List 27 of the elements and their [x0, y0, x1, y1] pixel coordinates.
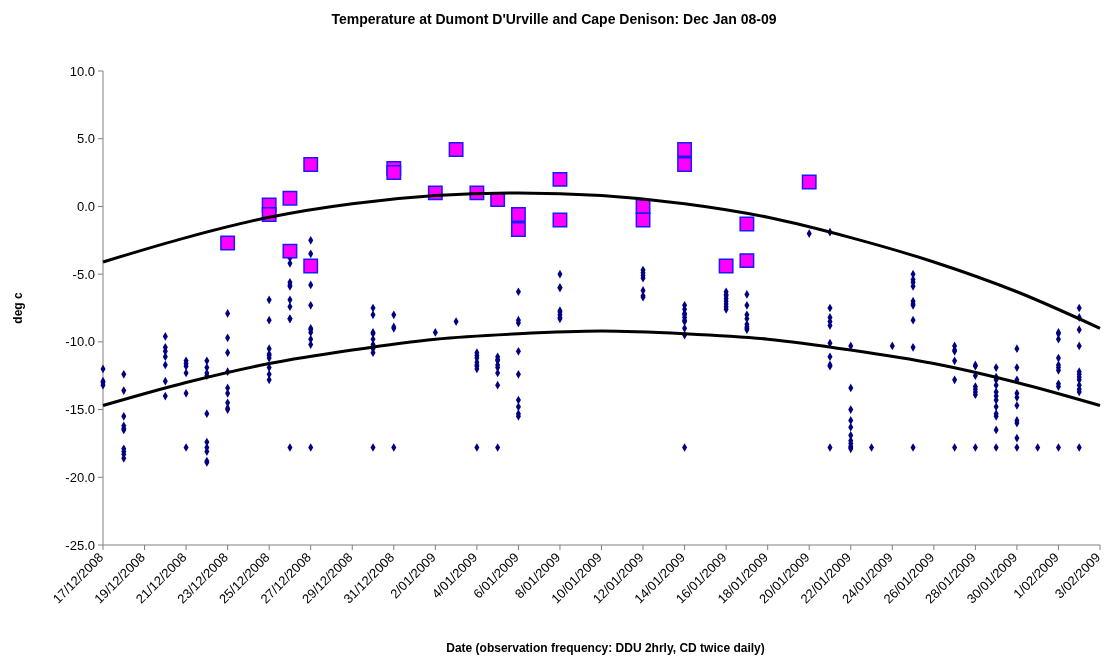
point — [448, 142, 464, 158]
point — [303, 258, 319, 274]
chart-title: Temperature at Dumont D'Urville and Cape Denison: Dec Jan 08-09 — [331, 11, 777, 27]
y-tick-label: -10.0 — [65, 334, 95, 350]
point — [510, 207, 526, 223]
point — [220, 235, 236, 251]
point — [510, 221, 526, 237]
point — [282, 190, 298, 206]
y-tick-label: -20.0 — [65, 469, 95, 485]
point — [282, 243, 298, 259]
point — [303, 156, 319, 172]
y-tick-label: 10.0 — [69, 63, 95, 79]
y-tick-label: -15.0 — [65, 402, 95, 418]
point — [801, 174, 817, 190]
point — [677, 142, 693, 158]
y-tick-label: -5.0 — [72, 266, 95, 282]
y-tick-label: 5.0 — [76, 131, 95, 147]
x-axis-title: Date (observation frequency: DDU 2hrly, CD twice daily) — [446, 641, 765, 655]
y-axis-title: deg c — [11, 292, 25, 324]
point — [386, 165, 402, 181]
point — [552, 171, 568, 187]
point — [677, 156, 693, 172]
y-tick-label: -25.0 — [65, 537, 95, 553]
point — [718, 258, 734, 274]
point — [739, 216, 755, 232]
point — [739, 253, 755, 269]
y-tick-label: 0.0 — [76, 198, 95, 214]
